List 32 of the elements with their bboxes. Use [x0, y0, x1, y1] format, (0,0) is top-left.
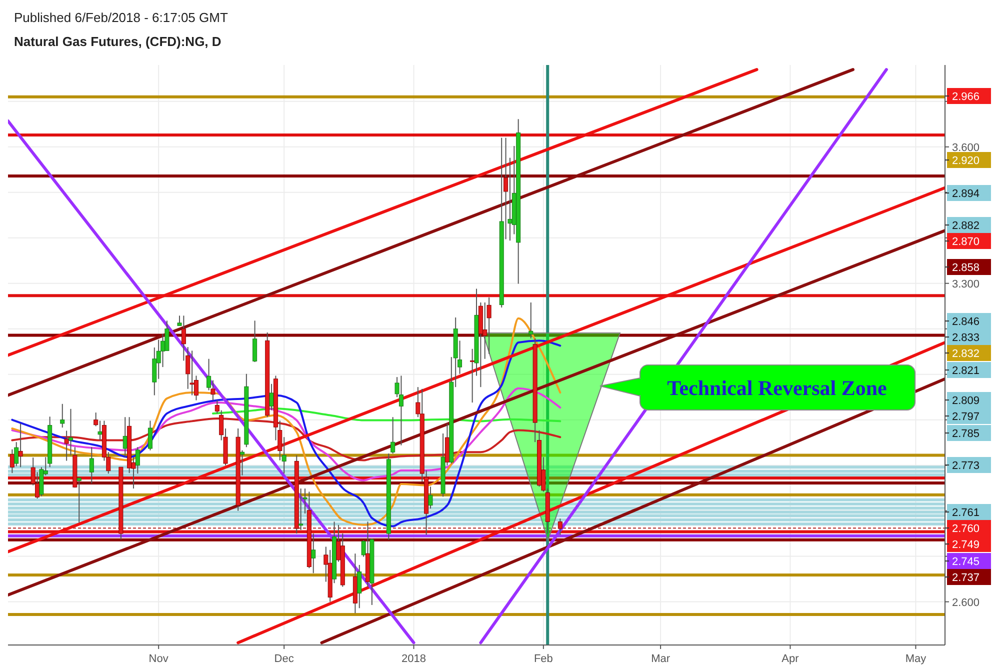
text: 2.809: [952, 395, 980, 407]
text: 2.737: [952, 572, 980, 584]
chart-subtitle: Published 6/Feb/2018 - 6:17:05 GMT: [14, 10, 228, 25]
text: 2.773: [952, 460, 980, 472]
text: 2.833: [952, 332, 980, 344]
text: 2.797: [952, 411, 980, 423]
x-tick-label: Mar: [651, 653, 670, 665]
text: 2.858: [952, 262, 980, 274]
text: 2.761: [952, 507, 980, 519]
x-tick-label: Apr: [782, 653, 800, 665]
text: 2.749: [952, 539, 980, 551]
text: 2.832: [952, 348, 980, 360]
y-tick-label: 3.600: [952, 142, 980, 154]
text: 2.882: [952, 220, 980, 232]
annotation: Technical Reversal Zone: [667, 376, 887, 400]
x-tick-label: Nov: [148, 653, 169, 665]
text: 2.894: [952, 188, 980, 200]
text: 2.966: [952, 91, 980, 103]
chart-title: Natural Gas Futures, (CFD):NG, D: [14, 34, 222, 49]
text: 2.870: [952, 236, 980, 248]
text: 2.920: [952, 155, 980, 167]
text: 2.785: [952, 428, 980, 440]
x-tick-label: 2018: [402, 653, 426, 665]
x-tick-label: Feb: [534, 653, 553, 665]
x-tick-label: Dec: [274, 653, 294, 665]
text: 2.821: [952, 365, 980, 377]
y-tick-label: 2.600: [952, 596, 980, 609]
text: 2.846: [952, 316, 980, 328]
y-tick-label: 3.300: [952, 278, 980, 290]
text: 2.760: [952, 523, 980, 535]
text: 2.745: [952, 556, 980, 568]
x-tick-label: May: [905, 653, 927, 665]
